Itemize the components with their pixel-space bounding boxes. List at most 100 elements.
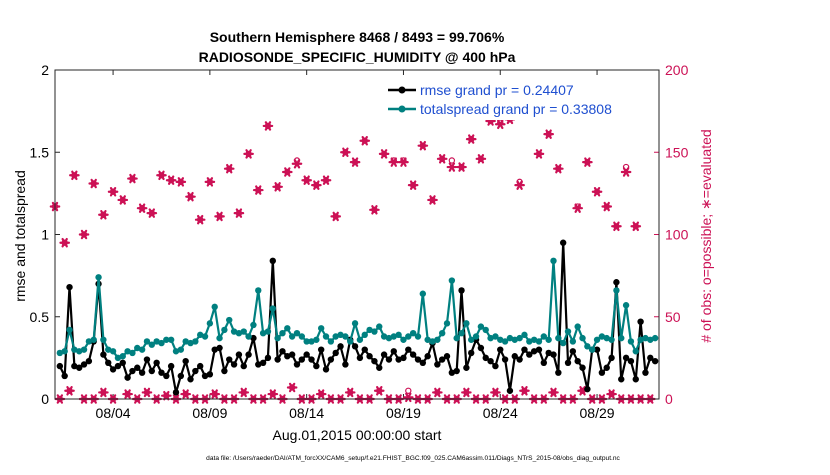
series-point-rmse	[172, 389, 180, 396]
series-point-rmse	[240, 362, 247, 370]
obs-evaluated-core	[575, 206, 580, 211]
obs-evaluated-core	[517, 183, 522, 188]
series-point-rmse	[109, 366, 117, 373]
legend-totalspread-marker	[398, 105, 406, 113]
series-point-rmse	[371, 357, 378, 365]
obs-evaluated-point	[59, 237, 70, 248]
y-right-tick-label: 50	[665, 309, 681, 325]
series-point-rmse	[298, 356, 306, 363]
obs-evaluated-core	[580, 388, 585, 393]
obs-evaluated-point	[494, 119, 506, 130]
obs-evaluated-point	[548, 387, 559, 398]
series-point-rmse	[501, 356, 509, 363]
series-point-rmse	[177, 372, 185, 380]
series-point-rmse	[342, 361, 349, 368]
obs-evaluated-core	[101, 390, 106, 395]
obs-evaluated-core	[149, 211, 154, 216]
series-point-rmse	[608, 354, 615, 362]
obs-evaluated-point	[194, 214, 206, 225]
series-point-totalspread	[511, 336, 518, 343]
obs-evaluated-point	[117, 195, 129, 205]
series-point-rmse	[100, 351, 107, 358]
obs-evaluated-point	[127, 173, 138, 184]
series-point-rmse	[438, 356, 446, 363]
series-point-rmse	[293, 361, 301, 368]
series-point-rmse	[453, 367, 460, 375]
obs-evaluated-core	[377, 388, 382, 393]
obs-evaluated-point	[165, 175, 177, 185]
series-point-rmse	[226, 356, 233, 363]
series-point-totalspread	[530, 336, 538, 343]
obs-evaluated-point	[311, 180, 322, 190]
y-left-tick-label: 2	[41, 62, 49, 78]
obs-evaluated-core	[324, 178, 329, 183]
obs-evaluated-core	[101, 212, 106, 217]
series-point-rmse	[593, 346, 601, 353]
series-point-rmse	[317, 346, 325, 353]
series-point-totalspread	[472, 333, 480, 340]
series-point-rmse	[521, 346, 528, 353]
series-point-rmse	[400, 354, 407, 362]
series-point-totalspread	[153, 338, 160, 345]
obs-evaluated-core	[125, 392, 130, 397]
series-point-totalspread	[192, 338, 199, 345]
series-point-totalspread	[637, 336, 644, 343]
obs-evaluated-core	[406, 395, 411, 400]
obs-evaluated-core	[236, 211, 241, 216]
series-point-rmse	[540, 359, 548, 367]
obs-evaluated-point	[398, 157, 409, 167]
series-point-rmse	[482, 354, 489, 362]
obs-evaluated-point	[630, 221, 642, 232]
obs-evaluated-point	[456, 162, 467, 172]
obs-evaluated-core	[256, 188, 261, 193]
series-point-totalspread	[555, 334, 562, 342]
series-point-rmse	[167, 362, 175, 370]
series-point-totalspread	[347, 338, 354, 345]
series-point-totalspread	[380, 333, 388, 340]
series-point-totalspread	[497, 336, 504, 343]
obs-evaluated-point	[88, 178, 100, 189]
obs-evaluated-point	[69, 170, 80, 181]
series-point-rmse	[516, 356, 523, 363]
series-point-totalspread	[477, 323, 485, 330]
obs-evaluated-point	[611, 221, 622, 232]
series-point-totalspread	[409, 330, 417, 337]
obs-evaluated-core	[343, 150, 348, 155]
obs-possible-point	[448, 157, 456, 164]
series-point-totalspread	[332, 333, 339, 340]
series-point-totalspread	[584, 343, 591, 350]
series-point-totalspread	[366, 326, 373, 334]
series-point-totalspread	[158, 339, 165, 347]
series-point-totalspread	[134, 344, 141, 352]
series-point-totalspread	[540, 333, 548, 340]
x-tick-label: 08/14	[289, 405, 324, 421]
obs-evaluated-core	[144, 390, 149, 395]
y-right-tick-label: 100	[665, 227, 689, 243]
series-point-rmse	[327, 356, 335, 363]
x-tick-label: 08/29	[580, 405, 615, 421]
series-point-totalspread	[317, 325, 325, 332]
obs-evaluated-point	[519, 386, 530, 396]
obs-evaluated-point	[620, 167, 632, 177]
series-lines	[56, 239, 659, 396]
series-point-totalspread	[622, 302, 630, 309]
obs-evaluated-point	[436, 154, 448, 164]
legend-totalspread-label: totalspread grand pr = 0.33808	[420, 101, 612, 117]
obs-evaluated-core	[285, 169, 290, 174]
series-point-totalspread	[589, 346, 596, 353]
obs-evaluated-core	[270, 392, 275, 397]
series-point-rmse	[622, 354, 630, 362]
y-left-tick-label: 0	[41, 391, 49, 407]
obs-count-markers	[49, 80, 656, 404]
series-point-totalspread	[453, 334, 460, 342]
series-point-rmse	[618, 376, 625, 383]
series-point-totalspread	[376, 323, 383, 330]
series-point-totalspread	[395, 331, 402, 339]
obs-evaluated-core	[120, 197, 125, 202]
series-point-totalspread	[303, 338, 310, 345]
series-point-rmse	[245, 351, 252, 358]
obs-evaluated-point	[514, 180, 525, 190]
series-point-rmse	[506, 387, 514, 394]
series-point-totalspread	[492, 333, 499, 340]
